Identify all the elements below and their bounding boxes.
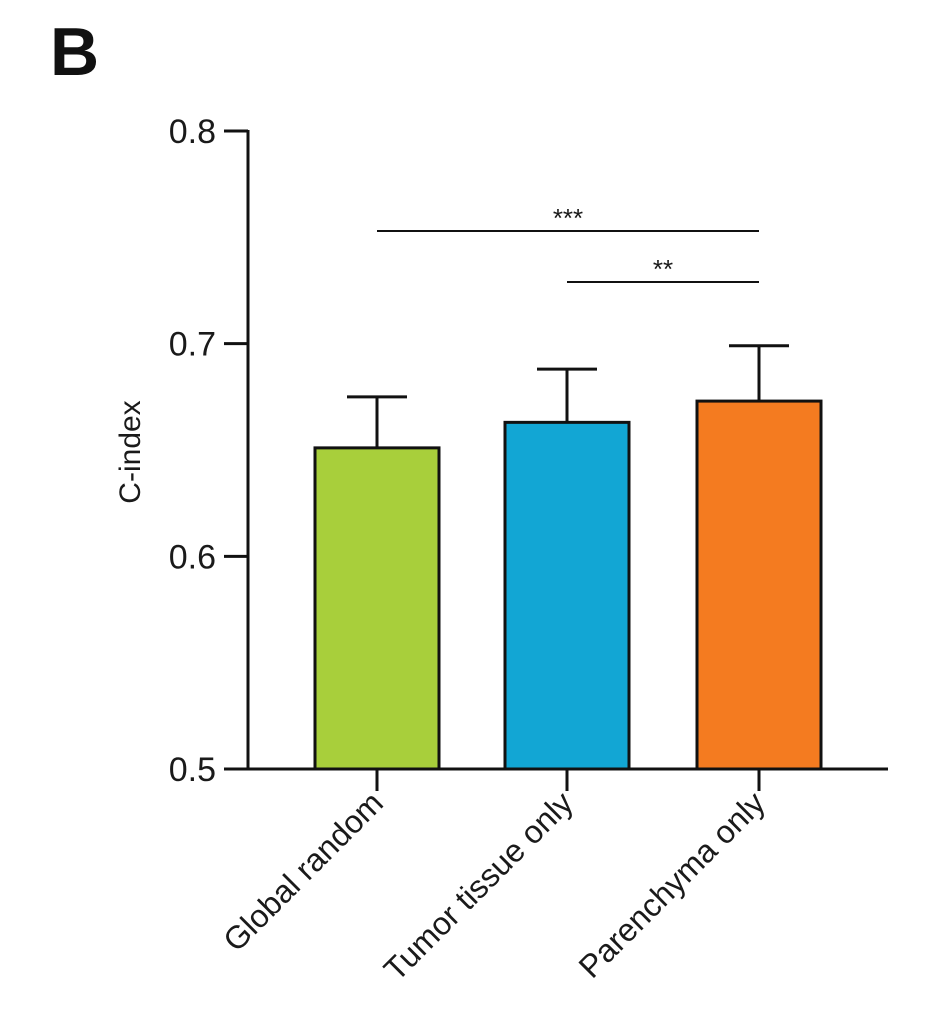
significance-label: ** bbox=[653, 254, 673, 284]
y-tick-label: 0.6 bbox=[169, 538, 216, 576]
y-axis-label: C-index bbox=[114, 400, 147, 503]
panel-label: B bbox=[50, 14, 100, 90]
significance-layer: ***** bbox=[377, 203, 759, 284]
bar bbox=[503, 420, 631, 771]
x-tick-label: Global random bbox=[216, 784, 390, 958]
significance-label: *** bbox=[553, 203, 583, 233]
y-tick-label: 0.7 bbox=[169, 326, 216, 364]
x-tick-label: Tumor tissue only bbox=[377, 784, 580, 987]
y-tick-label: 0.8 bbox=[169, 113, 216, 151]
bars-layer bbox=[313, 344, 823, 771]
bar bbox=[313, 446, 441, 771]
bar bbox=[695, 399, 823, 771]
y-tick-label: 0.5 bbox=[169, 751, 216, 789]
x-tick-label: Parenchyma only bbox=[572, 784, 772, 984]
